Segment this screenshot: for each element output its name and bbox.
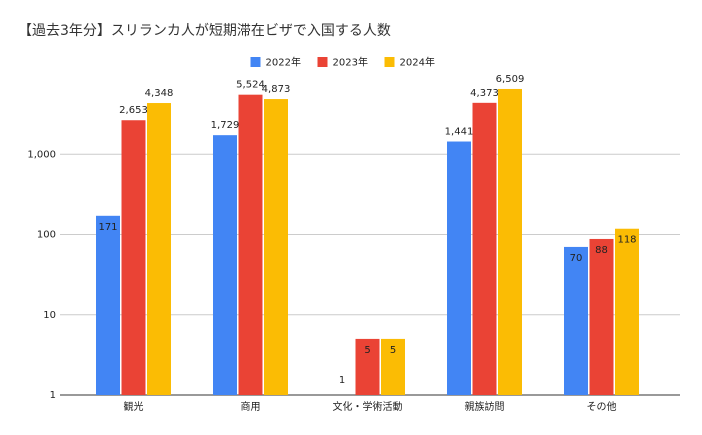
value-label: 118 [617, 235, 636, 246]
bar [589, 238, 614, 395]
value-label: 2,653 [119, 105, 148, 116]
x-tick-label: 観光 [124, 400, 144, 413]
bar [147, 103, 171, 395]
bar [447, 141, 471, 395]
bar [264, 99, 288, 396]
bar [615, 228, 639, 395]
x-tick-label: その他 [587, 400, 617, 413]
value-label: 5,524 [236, 80, 265, 91]
legend-swatch [317, 57, 328, 67]
x-tick-label: 商用 [241, 400, 261, 413]
bar [472, 102, 497, 395]
chart-title: 【過去3年分】スリランカ人が短期滞在ビザで入国する人数 [18, 23, 391, 39]
value-label: 4,373 [470, 88, 499, 99]
legend-swatch [250, 57, 261, 67]
y-tick-label: 1,000 [27, 149, 56, 160]
y-tick-label: 10 [43, 310, 56, 321]
bar [121, 120, 146, 395]
legend-swatch [384, 57, 395, 67]
legend-label: 2023年 [333, 56, 368, 69]
value-label: 5 [364, 345, 370, 356]
x-tick-label: 親族訪問 [465, 400, 505, 413]
y-tick-label: 1 [50, 390, 56, 401]
value-label: 70 [570, 253, 583, 264]
bar [381, 338, 405, 395]
bar [213, 135, 237, 396]
bar [355, 338, 380, 395]
value-label: 171 [98, 222, 117, 233]
x-tick-label: 文化・学術活動 [333, 400, 403, 413]
value-label: 5 [390, 345, 396, 356]
value-label: 1,729 [211, 120, 240, 131]
value-label: 4,348 [145, 88, 174, 99]
value-label: 88 [595, 245, 608, 256]
value-label: 6,509 [496, 74, 525, 85]
bar [238, 94, 263, 395]
legend-label: 2024年 [400, 56, 435, 69]
y-tick-label: 100 [37, 230, 56, 241]
value-label: 1,441 [445, 127, 474, 138]
legend-label: 2022年 [266, 56, 301, 69]
value-label: 1 [339, 375, 345, 386]
bar [498, 88, 522, 395]
value-label: 4,873 [262, 84, 291, 95]
bar [564, 246, 588, 395]
bar [96, 215, 120, 395]
